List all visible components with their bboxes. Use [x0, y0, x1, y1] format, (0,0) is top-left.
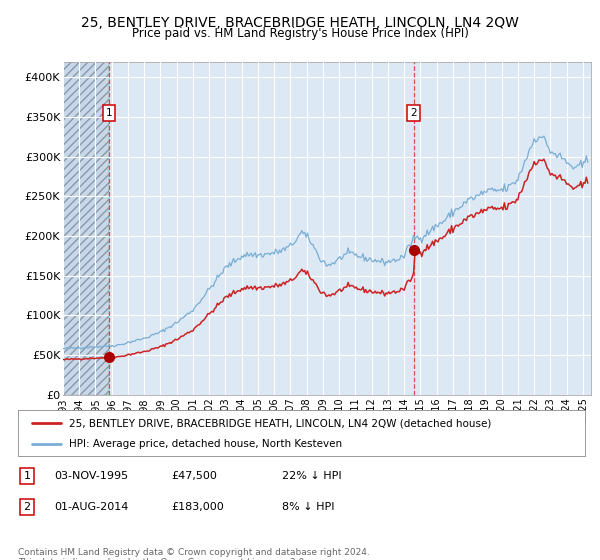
Text: Contains HM Land Registry data © Crown copyright and database right 2024.
This d: Contains HM Land Registry data © Crown c… — [18, 548, 370, 560]
Text: £183,000: £183,000 — [171, 502, 224, 512]
Bar — [63, 62, 109, 395]
Text: HPI: Average price, detached house, North Kesteven: HPI: Average price, detached house, Nort… — [69, 440, 342, 450]
Bar — [63, 62, 109, 395]
Text: £47,500: £47,500 — [171, 471, 217, 481]
Text: 03-NOV-1995: 03-NOV-1995 — [54, 471, 128, 481]
Text: Price paid vs. HM Land Registry's House Price Index (HPI): Price paid vs. HM Land Registry's House … — [131, 27, 469, 40]
Text: 8% ↓ HPI: 8% ↓ HPI — [282, 502, 335, 512]
Text: 1: 1 — [23, 471, 31, 481]
Text: 01-AUG-2014: 01-AUG-2014 — [54, 502, 128, 512]
Text: 25, BENTLEY DRIVE, BRACEBRIDGE HEATH, LINCOLN, LN4 2QW: 25, BENTLEY DRIVE, BRACEBRIDGE HEATH, LI… — [81, 16, 519, 30]
Text: 1: 1 — [106, 108, 112, 118]
Text: 25, BENTLEY DRIVE, BRACEBRIDGE HEATH, LINCOLN, LN4 2QW (detached house): 25, BENTLEY DRIVE, BRACEBRIDGE HEATH, LI… — [69, 418, 491, 428]
Text: 22% ↓ HPI: 22% ↓ HPI — [282, 471, 341, 481]
Text: 2: 2 — [23, 502, 31, 512]
Text: 2: 2 — [410, 108, 417, 118]
